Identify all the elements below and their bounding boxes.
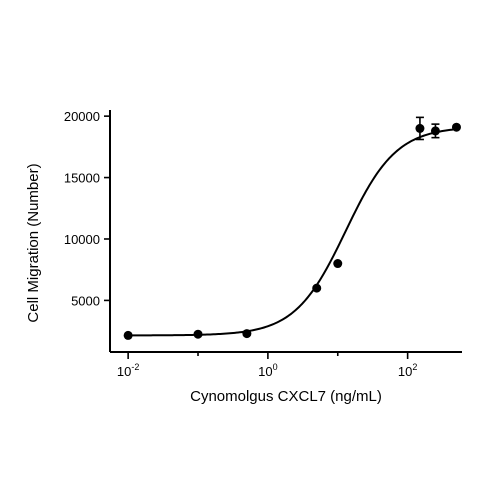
y-tick-label: 10000 (64, 232, 100, 247)
x-tick-base: 10 (258, 364, 272, 379)
x-tick-exponent: 0 (273, 362, 278, 372)
data-points (123, 116, 461, 340)
axes (109, 110, 462, 353)
x-tick-label: 10-2 (117, 362, 139, 379)
x-tick-label: 100 (258, 362, 277, 379)
y-tick-label: 20000 (64, 109, 100, 124)
data-point (242, 329, 252, 339)
data-point (312, 283, 322, 293)
data-point (415, 123, 425, 133)
x-tick-label: 102 (398, 362, 417, 379)
x-tick-exponent: -2 (131, 362, 139, 372)
x-tick-base: 10 (398, 364, 412, 379)
data-point (333, 259, 343, 269)
x-tick-base: 10 (117, 364, 131, 379)
x-tick-exponent: 2 (412, 362, 417, 372)
y-axis-title: Cell Migration (Number) (25, 163, 42, 322)
data-point (193, 329, 203, 339)
data-point (123, 330, 133, 340)
y-tick-label: 15000 (64, 171, 100, 186)
x-axis-title: Cynomolgus CXCL7 (ng/mL) (190, 388, 382, 405)
fit-curve (128, 128, 457, 337)
data-point (451, 122, 461, 132)
y-tick-label: 5000 (71, 293, 100, 308)
data-point (430, 126, 440, 136)
